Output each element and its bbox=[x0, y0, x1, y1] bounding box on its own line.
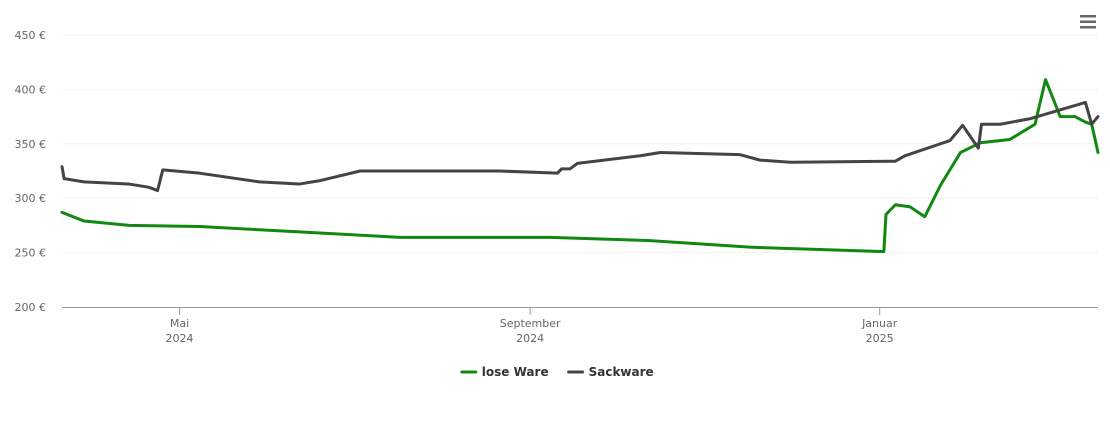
legend-item[interactable]: Sackware bbox=[567, 365, 654, 379]
menu-button[interactable] bbox=[1080, 15, 1096, 29]
series-line bbox=[60, 78, 1100, 254]
legend: lose Ware Sackware bbox=[460, 365, 654, 379]
legend-label: lose Ware bbox=[482, 365, 549, 379]
legend-label: Sackware bbox=[589, 365, 654, 379]
y-tick-label: 450 € bbox=[15, 29, 47, 42]
menu-bar bbox=[1080, 26, 1096, 29]
menu-bar bbox=[1080, 15, 1096, 18]
menu-bar bbox=[1080, 20, 1096, 23]
x-tick-label: 2024 bbox=[516, 332, 544, 345]
y-tick-label: 300 € bbox=[15, 192, 47, 205]
y-tick-label: 400 € bbox=[15, 83, 47, 96]
x-tick-label: 2024 bbox=[166, 332, 194, 345]
y-tick-label: 250 € bbox=[15, 247, 47, 260]
y-tick-label: 350 € bbox=[15, 138, 47, 151]
legend-item[interactable]: lose Ware bbox=[460, 365, 549, 379]
x-tick-label: Januar bbox=[861, 317, 898, 330]
x-tick-label: 2025 bbox=[866, 332, 894, 345]
x-tick-label: September bbox=[500, 317, 561, 330]
x-tick-label: Mai bbox=[170, 317, 189, 330]
y-tick-label: 200 € bbox=[15, 301, 47, 314]
series-line bbox=[60, 100, 1100, 193]
